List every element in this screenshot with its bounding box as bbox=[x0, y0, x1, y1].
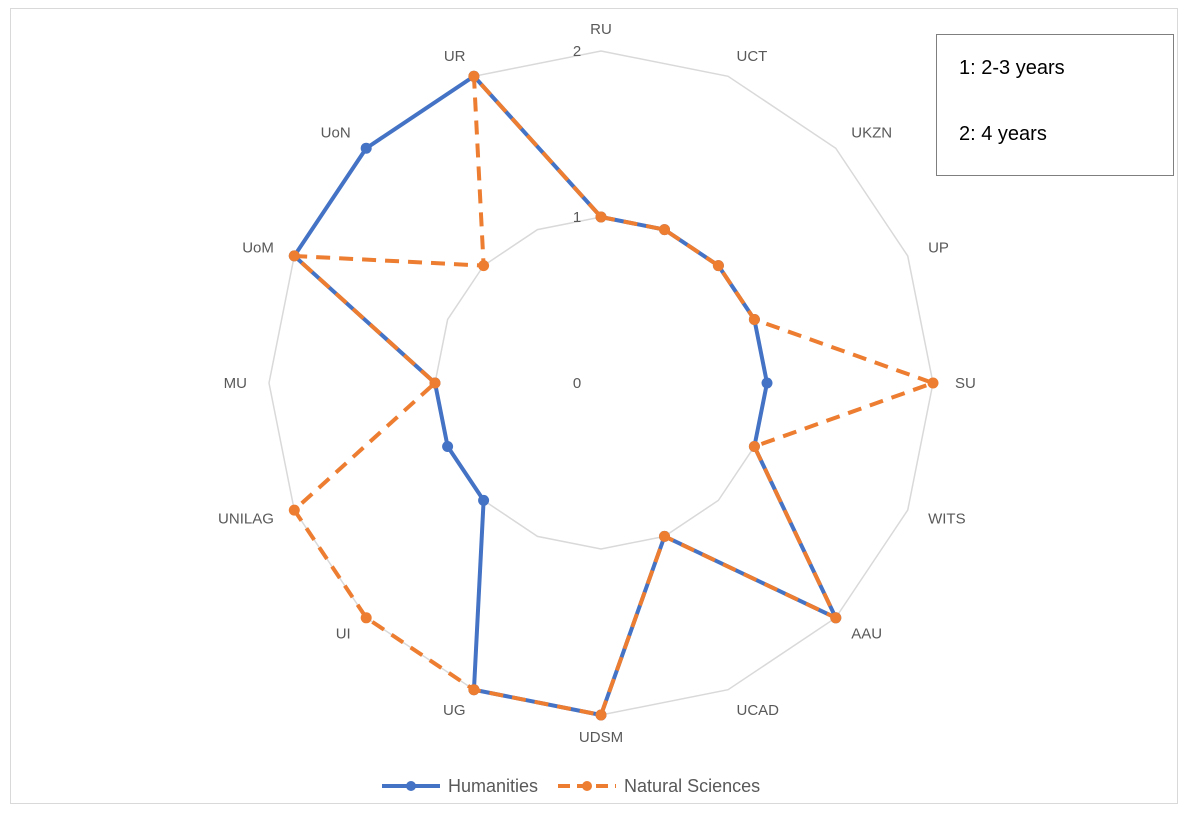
point-natural-sciences-uct bbox=[659, 224, 670, 236]
category-label-ru: RU bbox=[590, 21, 612, 38]
point-natural-sciences-ui bbox=[360, 612, 372, 624]
category-label-wits: WITS bbox=[928, 511, 966, 528]
point-natural-sciences-ur bbox=[468, 70, 480, 82]
ring-label-1: 1 bbox=[573, 209, 581, 226]
point-natural-sciences-mu bbox=[429, 377, 441, 389]
point-natural-sciences-wits bbox=[748, 441, 760, 452]
category-label-uct: UCT bbox=[737, 48, 768, 65]
note-line-1: 1: 2-3 years bbox=[959, 57, 1065, 79]
legend-humanities-marker bbox=[382, 781, 440, 791]
series-natural-sciences bbox=[288, 70, 939, 721]
point-humanities-ui bbox=[478, 494, 490, 506]
category-label-ukzn: UKZN bbox=[851, 125, 892, 142]
note-box: 1: 2-3 years 2: 4 years bbox=[936, 34, 1174, 176]
point-natural-sciences-ru bbox=[595, 211, 607, 223]
category-label-unilag: UNILAG bbox=[218, 511, 274, 528]
point-humanities-uon bbox=[360, 142, 372, 154]
point-natural-sciences-uon bbox=[478, 260, 490, 272]
note-line-2: 2: 4 years bbox=[959, 123, 1047, 145]
legend-item-natural-sciences: Natural Sciences bbox=[556, 776, 760, 797]
category-label-su: SU bbox=[955, 375, 976, 392]
series-line-humanities bbox=[292, 74, 838, 717]
legend-item-humanities: Humanities bbox=[380, 776, 538, 797]
chart-frame bbox=[10, 8, 1178, 804]
point-humanities-su bbox=[761, 377, 773, 389]
legend: Humanities Natural Sciences bbox=[380, 772, 760, 800]
point-natural-sciences-su bbox=[927, 377, 939, 389]
legend-natural-sciences-marker bbox=[558, 781, 617, 791]
legend-humanities-label: Humanities bbox=[448, 775, 539, 796]
point-natural-sciences-up bbox=[748, 314, 760, 325]
category-label-ur: UR bbox=[444, 48, 466, 65]
category-label-ucad: UCAD bbox=[737, 702, 780, 719]
legend-natural-sciences-label: Natural Sciences bbox=[624, 775, 761, 796]
point-natural-sciences-ug bbox=[468, 684, 480, 696]
category-label-up: UP bbox=[928, 240, 949, 257]
category-labels: RU UCT UKZN UP SU WITS AAU UCAD UDSM UG UI UNILAG MU… bbox=[218, 21, 976, 746]
series-layer bbox=[288, 70, 939, 721]
category-label-mu: MU bbox=[224, 375, 247, 392]
point-natural-sciences-udsm bbox=[595, 709, 607, 721]
point-natural-sciences-uom bbox=[288, 250, 300, 262]
ring-label-0: 0 bbox=[573, 375, 581, 392]
category-label-aau: AAU bbox=[851, 625, 882, 642]
category-label-uon: UoN bbox=[321, 125, 351, 142]
point-natural-sciences-ukzn bbox=[712, 260, 724, 272]
point-humanities-unilag bbox=[442, 441, 454, 452]
category-label-ui: UI bbox=[336, 625, 351, 642]
point-natural-sciences-unilag bbox=[288, 504, 300, 516]
point-natural-sciences-ucad bbox=[659, 530, 670, 542]
point-natural-sciences-aau bbox=[830, 612, 842, 624]
category-label-ug: UG bbox=[443, 702, 466, 719]
ring-labels: 0 1 2 bbox=[573, 43, 581, 392]
category-label-uom: UoM bbox=[242, 240, 274, 257]
ring-label-2: 2 bbox=[573, 43, 581, 60]
category-label-udsm: UDSM bbox=[579, 729, 623, 746]
series-line-natural-sciences bbox=[292, 74, 935, 717]
